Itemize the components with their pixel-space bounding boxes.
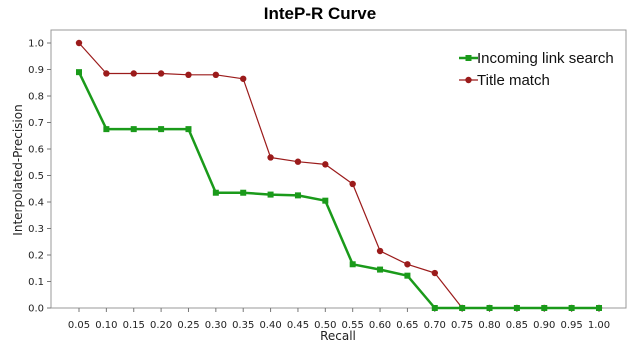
x-tick-label: 0.45 — [287, 320, 309, 331]
data-point-incoming-link-search — [568, 305, 575, 311]
y-tick-label: 0.9 — [28, 65, 44, 76]
x-tick-label: 0.15 — [123, 320, 145, 331]
data-point-incoming-link-search — [240, 189, 247, 196]
y-tick-label: 0.4 — [28, 198, 44, 209]
legend-label-title-match: Title match — [477, 72, 550, 89]
y-tick-label: 0.2 — [28, 251, 44, 262]
data-point-incoming-link-search — [513, 305, 520, 311]
data-point-incoming-link-search — [185, 126, 192, 133]
y-tick-label: 0.3 — [28, 224, 44, 235]
data-point-incoming-link-search — [212, 189, 219, 196]
data-point-incoming-link-search — [404, 272, 411, 279]
x-tick-label: 0.25 — [177, 320, 199, 331]
x-tick-label: 0.75 — [451, 320, 473, 331]
x-tick-label: 0.50 — [314, 320, 336, 331]
data-point-title-match — [212, 71, 220, 79]
data-point-incoming-link-search — [459, 305, 466, 311]
x-tick-label: 0.10 — [95, 320, 117, 331]
x-tick-label: 0.05 — [68, 320, 90, 331]
y-tick-label: 0.8 — [28, 92, 44, 103]
data-point-incoming-link-search — [103, 126, 110, 133]
y-tick-label: 0.6 — [28, 145, 44, 156]
x-tick-label: 0.90 — [533, 320, 555, 331]
data-point-incoming-link-search — [431, 305, 438, 311]
data-point-incoming-link-search — [158, 126, 165, 133]
data-point-incoming-link-search — [596, 305, 602, 311]
x-axis: 0.05 0.10 0.15 0.20 0.25 0.30 0.35 0.40 0.45 0.50… — [68, 308, 610, 331]
y-tick-label: 0.5 — [28, 171, 44, 182]
series-line-incoming-link-search — [77, 71, 599, 310]
data-point-incoming-link-search — [349, 261, 356, 268]
data-point-title-match — [185, 71, 192, 79]
x-tick-label: 0.80 — [478, 320, 500, 331]
y-axis: 0.0 0.1 0.2 0.3 0.4 0.5 0.6 0.7 0.8 0.9 1.0 — [28, 39, 51, 315]
data-point-incoming-link-search — [76, 69, 82, 76]
data-point-title-match — [431, 269, 438, 277]
data-point-incoming-link-search — [377, 266, 384, 273]
x-tick-label: 0.70 — [424, 320, 446, 331]
x-tick-label: 0.65 — [396, 320, 418, 331]
plot-area — [50, 29, 627, 309]
data-point-title-match — [267, 154, 274, 161]
data-point-title-match — [103, 70, 110, 77]
x-tick-label: 0.40 — [259, 320, 281, 331]
x-tick-label: 0.55 — [342, 320, 364, 331]
legend: Incoming link search Title match — [459, 50, 614, 89]
legend-marker-incoming-link-search — [465, 55, 472, 61]
data-point-title-match — [322, 161, 329, 168]
legend-marker-title-match — [465, 76, 472, 84]
data-point-title-match — [376, 247, 384, 255]
series-layer — [75, 39, 603, 312]
x-tick-label: 0.20 — [150, 320, 172, 331]
x-tick-label: 0.30 — [205, 320, 227, 331]
x-tick-label: 1.00 — [588, 320, 610, 331]
x-tick-label: 0.60 — [369, 320, 391, 331]
y-tick-label: 1.0 — [28, 39, 44, 50]
legend-label-incoming-link-search: Incoming link search — [477, 50, 614, 67]
data-point-incoming-link-search — [130, 126, 137, 133]
x-tick-label: 0.95 — [560, 320, 582, 331]
y-tick-label: 0.0 — [28, 304, 44, 315]
data-point-incoming-link-search — [486, 305, 493, 311]
x-tick-label: 0.85 — [506, 320, 528, 331]
data-point-title-match — [130, 70, 137, 77]
data-point-incoming-link-search — [322, 197, 329, 204]
data-point-title-match — [349, 180, 356, 188]
data-point-incoming-link-search — [541, 305, 548, 311]
data-point-title-match — [157, 70, 165, 77]
data-point-incoming-link-search — [267, 191, 274, 198]
data-point-title-match — [404, 261, 411, 268]
y-axis-label: Interpolated-Precision — [11, 104, 25, 235]
y-tick-label: 0.7 — [28, 118, 44, 129]
y-tick-label: 0.1 — [28, 277, 44, 288]
x-axis-label: Recall — [320, 329, 356, 343]
data-point-title-match — [294, 158, 302, 165]
x-tick-label: 0.35 — [232, 320, 254, 331]
chart-title: InteP-R Curve — [264, 4, 376, 23]
data-point-title-match — [75, 39, 83, 47]
data-point-incoming-link-search — [294, 192, 301, 199]
data-point-title-match — [240, 75, 247, 82]
